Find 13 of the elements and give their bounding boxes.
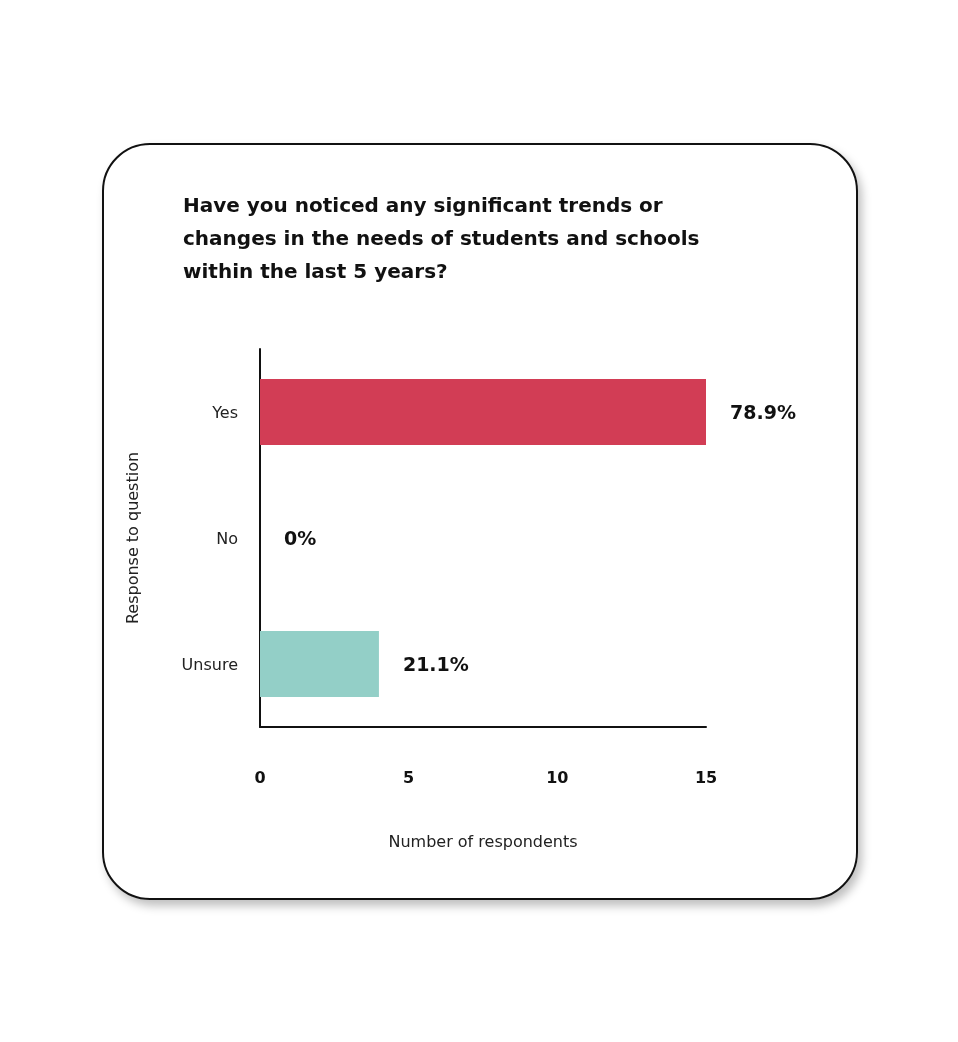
- y-tick-label: Yes: [211, 402, 238, 422]
- y-tick-label: No: [216, 528, 238, 548]
- chart-title: Have you noticed any significant trends or changes in the needs of students and schools within the last 5 years?: [183, 192, 707, 283]
- x-tick-label: 10: [546, 767, 569, 787]
- x-tick-label: 0: [254, 767, 266, 787]
- y-axis-title: Response to question: [122, 451, 142, 625]
- annotation: 78.9%: [730, 401, 796, 423]
- annotation: 0%: [284, 527, 317, 549]
- x-tick-label: 15: [694, 767, 718, 787]
- x-axis-title: Number of respondents: [388, 831, 578, 851]
- x-tick-label: 5: [403, 767, 415, 787]
- y-tick-label: Unsure: [181, 654, 238, 674]
- annotation: 21.1%: [402, 653, 469, 675]
